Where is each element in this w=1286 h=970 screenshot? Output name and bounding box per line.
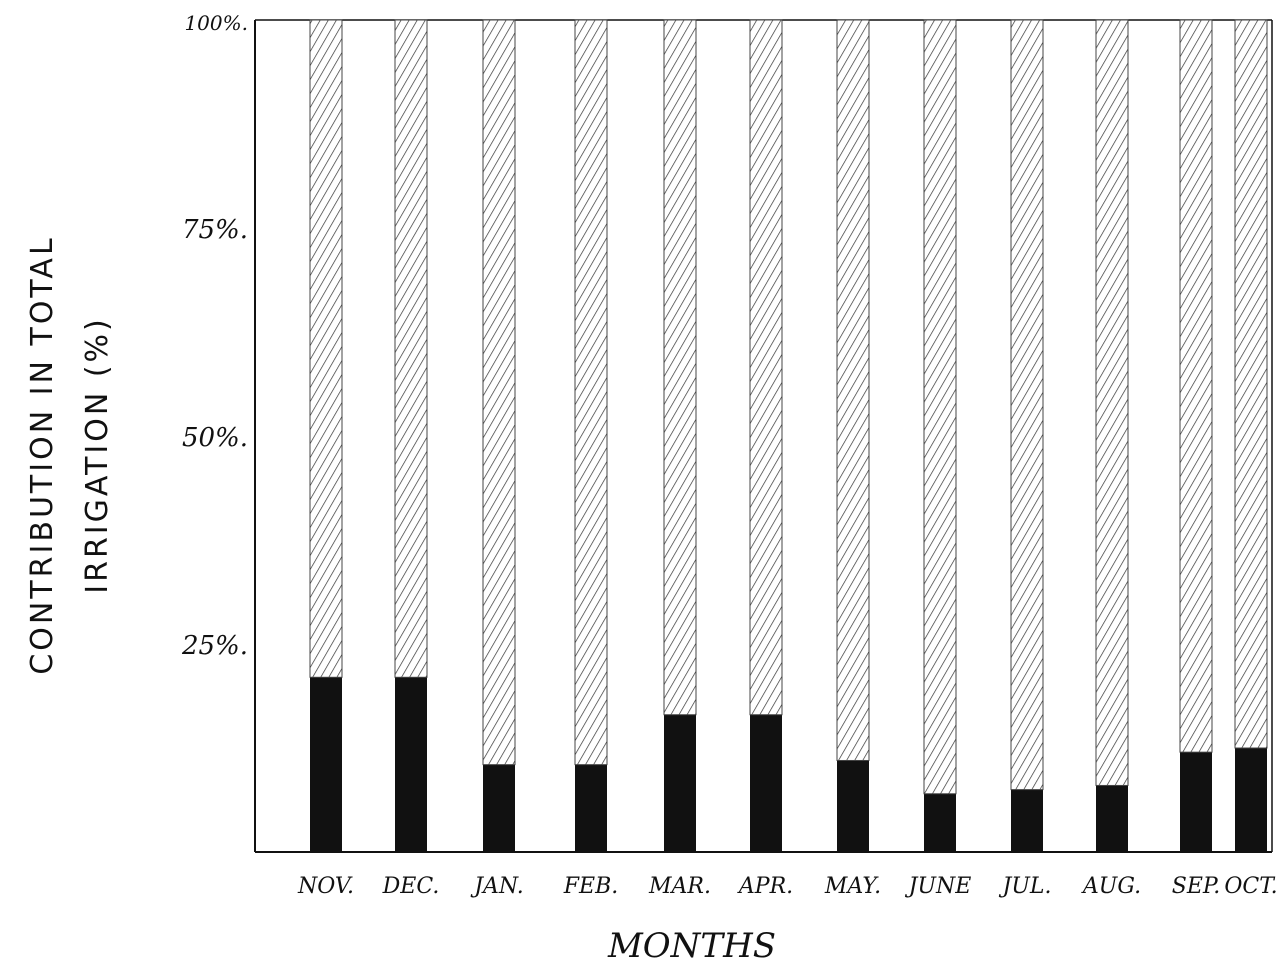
bar-jan-solid [483, 764, 515, 852]
bar-may-solid [837, 760, 869, 852]
bar-mar-solid [664, 714, 696, 852]
x-tick-label: DEC. [382, 874, 440, 899]
bar-feb-solid [575, 764, 607, 852]
bar-oct-solid [1235, 748, 1267, 852]
x-tick-label: AUG. [1081, 874, 1141, 899]
x-tick-label: OCT. [1224, 874, 1277, 899]
y-ticks-group: 100%. 75%. 50%. 25%. [181, 11, 248, 661]
y-axis-title-line2: IRRIGATION (%) [80, 316, 115, 594]
x-tick-label: FEB. [563, 874, 618, 899]
bar-june-solid [924, 793, 956, 852]
bar-dec-solid [395, 677, 427, 852]
bars-group [309, 19, 1268, 852]
x-tick-label: MAR. [648, 874, 711, 899]
bar-aug-hatched [1095, 19, 1129, 786]
y-tick-label: 75%. [182, 215, 248, 245]
bar-aug-solid [1096, 785, 1128, 852]
x-tick-label: SEP. [1172, 874, 1220, 899]
x-tick-label: MAY. [824, 874, 881, 899]
bar-sep-solid [1180, 752, 1212, 852]
x-tick-label: NOV. [297, 874, 354, 899]
y-axis-title-line1: CONTRIBUTION IN TOTAL [25, 235, 60, 674]
bar-apr-hatched [749, 19, 783, 716]
y-tick-label: 25%. [181, 631, 248, 661]
y-tick-label: 50%. [182, 423, 248, 453]
x-tick-label: JUL. [999, 874, 1052, 899]
bar-oct-hatched [1234, 19, 1268, 749]
bar-feb-hatched [574, 19, 608, 766]
x-tick-label: JUNE [905, 874, 972, 899]
y-axis-title: CONTRIBUTION IN TOTAL IRRIGATION (%) [25, 235, 115, 674]
bar-june-hatched [923, 19, 957, 795]
bar-apr-solid [750, 714, 782, 852]
bar-mar-hatched [663, 19, 697, 716]
bar-sep-hatched [1179, 19, 1213, 753]
x-ticks-group: NOV. DEC. JAN. FEB. MAR. APR. MAY. JUNE JUL. AUG.… [297, 874, 1278, 899]
bar-may-hatched [836, 19, 870, 761]
bar-jul-solid [1011, 789, 1043, 852]
bar-jul-hatched [1010, 19, 1044, 791]
x-tick-label: JAN. [470, 874, 524, 899]
bar-nov-hatched [309, 19, 343, 678]
bar-jan-hatched [482, 19, 516, 766]
bar-dec-hatched [394, 19, 428, 678]
x-axis-title: MONTHS [607, 926, 776, 966]
y-tick-label: 100%. [184, 11, 248, 35]
x-tick-label: APR. [737, 874, 793, 899]
bar-nov-solid [310, 677, 342, 852]
